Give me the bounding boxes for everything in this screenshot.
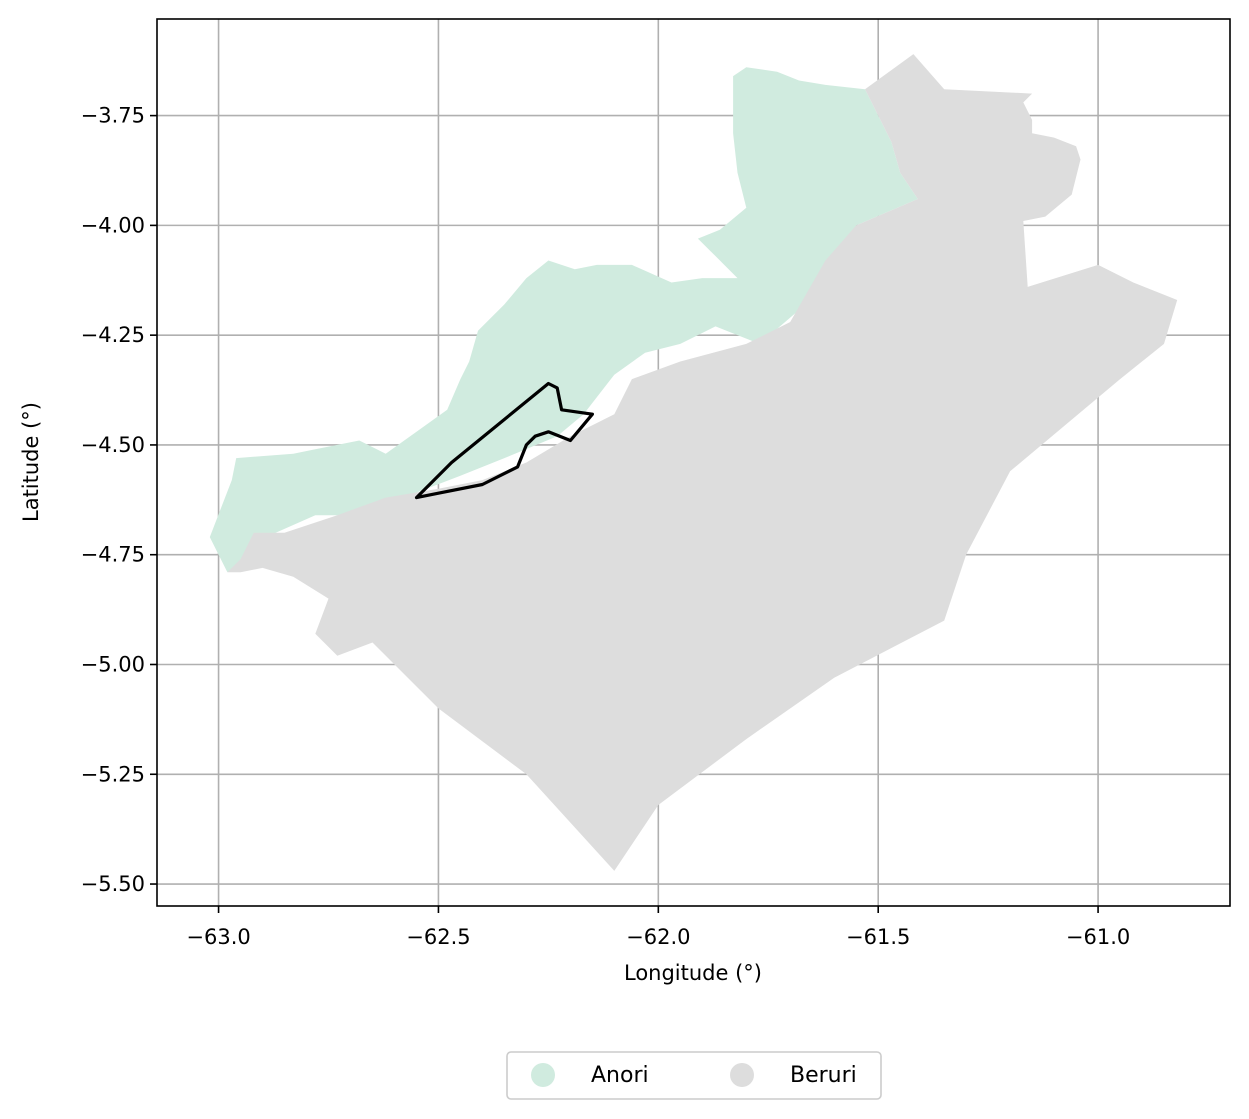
region-anori bbox=[209, 67, 918, 573]
plot-area bbox=[157, 19, 1230, 906]
x-axis-label: Longitude (°) bbox=[624, 961, 762, 985]
y-tick-label: −4.75 bbox=[81, 543, 145, 567]
x-tick-label: −63.0 bbox=[186, 925, 250, 949]
x-tick-label: −61.0 bbox=[1066, 925, 1130, 949]
y-tick-label: −4.00 bbox=[81, 213, 145, 237]
legend-box bbox=[506, 1051, 882, 1100]
legend: Anori Beruri bbox=[506, 1051, 882, 1100]
legend-label-anori: Anori bbox=[591, 1063, 649, 1088]
axis-ticks: −63.0 −62.5 −62.0 −61.5 −61.0 −3.75 −4.00 −4.25… bbox=[81, 104, 1131, 949]
y-tick-label: −4.50 bbox=[81, 433, 145, 457]
y-tick-label: −5.00 bbox=[81, 652, 145, 676]
x-tick-label: −62.0 bbox=[626, 925, 690, 949]
region-beruri bbox=[227, 54, 1178, 871]
legend-marker-beruri bbox=[730, 1063, 754, 1087]
y-tick-label: −5.50 bbox=[81, 872, 145, 896]
axes-frame bbox=[156, 18, 1231, 907]
y-tick-label: −5.25 bbox=[81, 762, 145, 786]
legend-marker-anori bbox=[531, 1063, 555, 1087]
y-tick-label: −4.25 bbox=[81, 323, 145, 347]
y-tick-label: −3.75 bbox=[81, 104, 145, 128]
outline-boundary bbox=[414, 381, 595, 500]
x-tick-label: −62.5 bbox=[406, 925, 470, 949]
x-tick-label: −61.5 bbox=[846, 925, 910, 949]
legend-label-beruri: Beruri bbox=[790, 1063, 857, 1088]
y-axis-label: Latitude (°) bbox=[19, 402, 43, 522]
